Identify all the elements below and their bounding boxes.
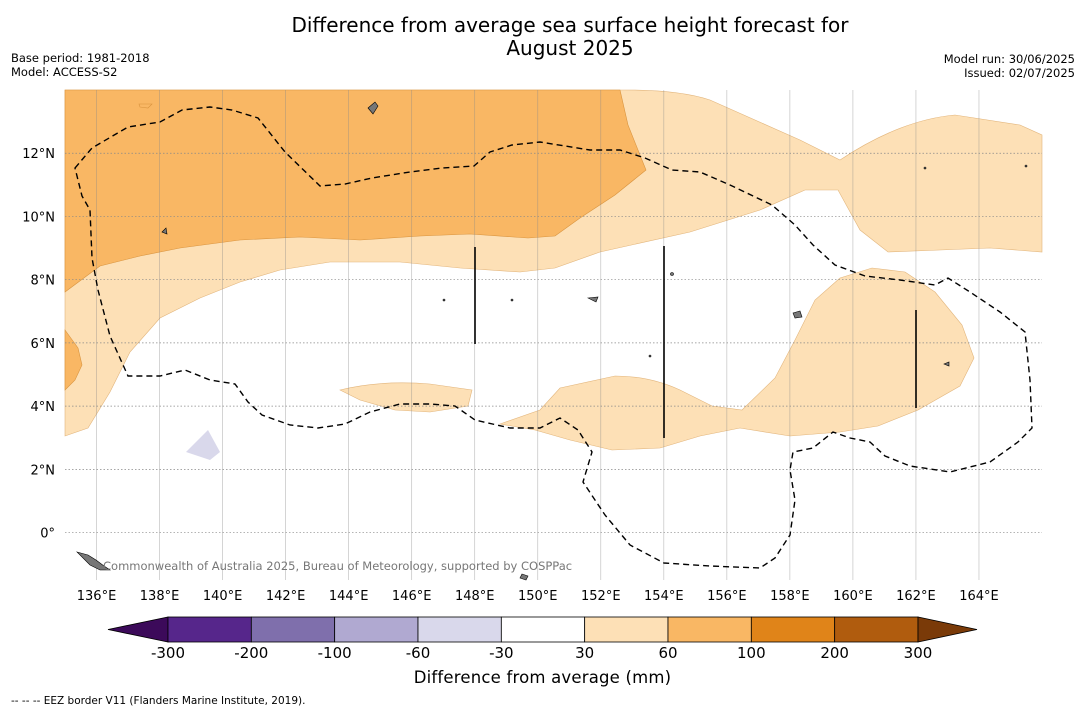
lat-tick-label: 0° — [40, 527, 55, 542]
lat-tick-label: 2°N — [31, 463, 56, 478]
island-north — [367, 101, 379, 115]
anomaly-region-east — [498, 267, 975, 451]
model-name: Model: ACCESS-S2 — [11, 65, 118, 79]
chart-title: Difference from average sea surface heig… — [220, 14, 920, 60]
colorbar-segment — [417, 616, 502, 643]
colorbar-tick-label: -300 — [150, 644, 186, 662]
island-chuuk — [586, 296, 599, 303]
colorbar-tick-label: -100 — [317, 644, 352, 662]
run-info: Model run: 30/06/2025 Issued: 02/07/2025 — [944, 52, 1075, 80]
eez-border-north — [74, 106, 1033, 569]
colorbar-tick-label: 300 — [903, 644, 933, 662]
colorbar-label: Difference from average (mm) — [413, 668, 672, 687]
lon-tick-label: 146°E — [392, 589, 432, 604]
lat-tick-label: 10°N — [22, 210, 55, 225]
model-run: Model run: 30/06/2025 — [943, 52, 1075, 66]
lat-tick-label: 6°N — [31, 337, 56, 352]
colorbar — [107, 616, 978, 643]
colorbar-tick-label: -60 — [405, 644, 431, 662]
anomaly-speck — [138, 103, 153, 109]
anomaly-region-northwest — [64, 89, 647, 293]
islet — [1024, 164, 1028, 168]
island-pohnpei — [792, 310, 803, 319]
colorbar-segment — [500, 616, 586, 643]
colorbar-tick-label: 30 — [575, 644, 595, 662]
anomaly-negative-patch — [186, 430, 220, 460]
lon-tick-label: 162°E — [896, 589, 936, 604]
lat-tick-label: 4°N — [31, 400, 56, 415]
colorbar-tick-label: -30 — [489, 644, 514, 662]
islet — [923, 166, 927, 170]
lat-tick-label: 12°N — [22, 147, 55, 162]
colorbar-segment — [250, 616, 336, 643]
colorbar-segment — [750, 616, 836, 643]
island-south — [519, 573, 529, 581]
island-new-guinea — [75, 551, 111, 571]
colorbar-tick-label: 200 — [820, 644, 849, 662]
eez-legend-note: -- -- -- EEZ border V11 (Flanders Marine… — [11, 695, 306, 707]
colorbar-extend-max — [917, 616, 978, 643]
title-line-1: Difference from average sea surface heig… — [291, 13, 849, 37]
eez-borders — [74, 106, 1033, 569]
colorbar-tick-label: -200 — [234, 644, 269, 662]
colorbar-segment — [167, 616, 252, 643]
islet — [648, 354, 652, 358]
copyright-text: Commonwealth of Australia 2025, Bureau o… — [103, 559, 572, 573]
lon-tick-label: 142°E — [266, 589, 306, 604]
lon-tick-label: 158°E — [770, 589, 810, 604]
colorbar-segment — [667, 616, 752, 643]
lat-tick-labels: 0° 2°N 4°N 6°N 8°N 10°N 12°N — [22, 147, 55, 541]
lon-tick-label: 152°E — [581, 589, 621, 604]
island-kosrae — [943, 361, 950, 367]
island-west — [161, 227, 168, 235]
anomaly-region-west-edge — [64, 329, 83, 391]
colorbar-tick-label: 100 — [737, 644, 766, 662]
lon-tick-label: 154°E — [644, 589, 684, 604]
lon-tick-label: 150°E — [518, 589, 558, 604]
islet — [442, 298, 446, 302]
lon-tick-labels: 136°E 138°E 140°E 142°E 144°E 146°E 148°E 150°E… — [77, 589, 999, 604]
title-line-2: August 2025 — [506, 36, 634, 60]
lon-tick-label: 136°E — [77, 589, 117, 604]
colorbar-tick-label: 60 — [658, 644, 678, 662]
lon-tick-label: 144°E — [329, 589, 369, 604]
lon-tick-label: 160°E — [833, 589, 873, 604]
islet — [510, 298, 514, 302]
lon-tick-label: 148°E — [455, 589, 495, 604]
model-info: Base period: 1981-2018 Model: ACCESS-S2 — [11, 51, 150, 79]
lon-tick-label: 140°E — [203, 589, 243, 604]
anomaly-60-100-layer — [64, 89, 647, 391]
lon-tick-label: 138°E — [140, 589, 180, 604]
colorbar-segment — [584, 616, 669, 643]
colorbar-segment — [334, 616, 419, 643]
colorbar-extend-min — [107, 616, 169, 643]
base-period: Base period: 1981-2018 — [11, 51, 150, 65]
colorbar-segment — [834, 616, 919, 643]
lon-tick-label: 156°E — [707, 589, 747, 604]
islet — [670, 272, 674, 276]
islands-layer — [75, 101, 1028, 581]
boundary-markers — [474, 246, 917, 438]
lat-tick-label: 8°N — [31, 274, 56, 289]
issued-date: Issued: 02/07/2025 — [964, 66, 1075, 80]
lon-tick-label: 164°E — [959, 589, 999, 604]
